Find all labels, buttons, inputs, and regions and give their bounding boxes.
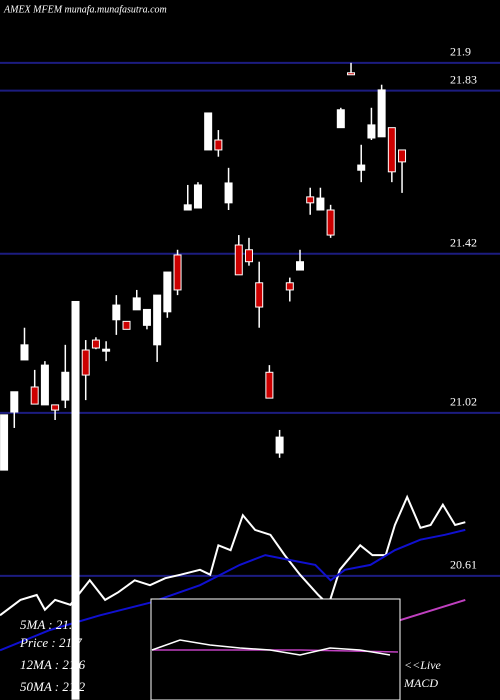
candle-body xyxy=(122,320,131,330)
indicator-line xyxy=(0,528,466,652)
candle-body xyxy=(132,297,141,311)
legend-label: Price : 21.7 xyxy=(19,635,82,650)
candle-body xyxy=(377,89,386,138)
candle-body xyxy=(142,308,151,326)
y-tick-label: 21.42 xyxy=(450,236,477,250)
candle-body xyxy=(367,124,376,139)
candle-body xyxy=(285,282,294,291)
indicator-line xyxy=(0,494,466,617)
candle-body xyxy=(244,249,253,263)
candle-body xyxy=(265,371,274,399)
y-tick-label: 21.83 xyxy=(450,72,477,86)
candle-body xyxy=(296,261,304,271)
live-label: <<Live xyxy=(404,658,442,672)
candle-body xyxy=(255,282,264,308)
candle-body xyxy=(204,112,213,151)
candle-body xyxy=(71,300,80,700)
indicator-line xyxy=(399,598,466,622)
candle-body xyxy=(163,271,172,313)
candle-body xyxy=(326,209,335,236)
candle-body xyxy=(173,254,182,291)
candle-body xyxy=(153,294,162,346)
candle-body xyxy=(10,391,19,413)
candle-body xyxy=(224,182,233,204)
candle-body xyxy=(0,414,9,471)
candle-body xyxy=(30,386,39,405)
candle-body xyxy=(51,404,60,411)
y-tick-label: 21.02 xyxy=(450,395,477,409)
legend-label: 12MA : 21.6 xyxy=(20,657,86,672)
candle-body xyxy=(40,364,49,406)
candle-body xyxy=(81,349,90,376)
candle-body xyxy=(357,164,366,171)
legend-label: 5MA : 21.7 xyxy=(20,617,79,632)
candle-body xyxy=(336,109,345,129)
candle-body xyxy=(275,436,284,454)
y-tick-label: 21.9 xyxy=(450,45,471,59)
candle-body xyxy=(61,371,70,401)
candle-body xyxy=(91,339,100,349)
candle-body xyxy=(316,197,325,211)
legend-label: 50MA : 21.2 xyxy=(20,679,86,694)
macd-label: MACD xyxy=(403,676,438,690)
candle-body xyxy=(234,244,243,276)
y-tick-label: 20.61 xyxy=(450,558,477,572)
candle-body xyxy=(398,149,407,163)
candle-body xyxy=(102,348,111,352)
candle-body xyxy=(193,184,202,209)
macd-line xyxy=(151,639,391,656)
candle-body xyxy=(347,72,356,76)
candle-body xyxy=(387,127,396,173)
chart-title: AMEX MFEM munafa.munafasutra.com xyxy=(3,4,167,15)
candle-body xyxy=(214,139,223,151)
candle-body xyxy=(306,196,315,204)
candle-body xyxy=(183,204,192,211)
candle-body xyxy=(112,304,121,321)
candle-body xyxy=(20,344,29,361)
